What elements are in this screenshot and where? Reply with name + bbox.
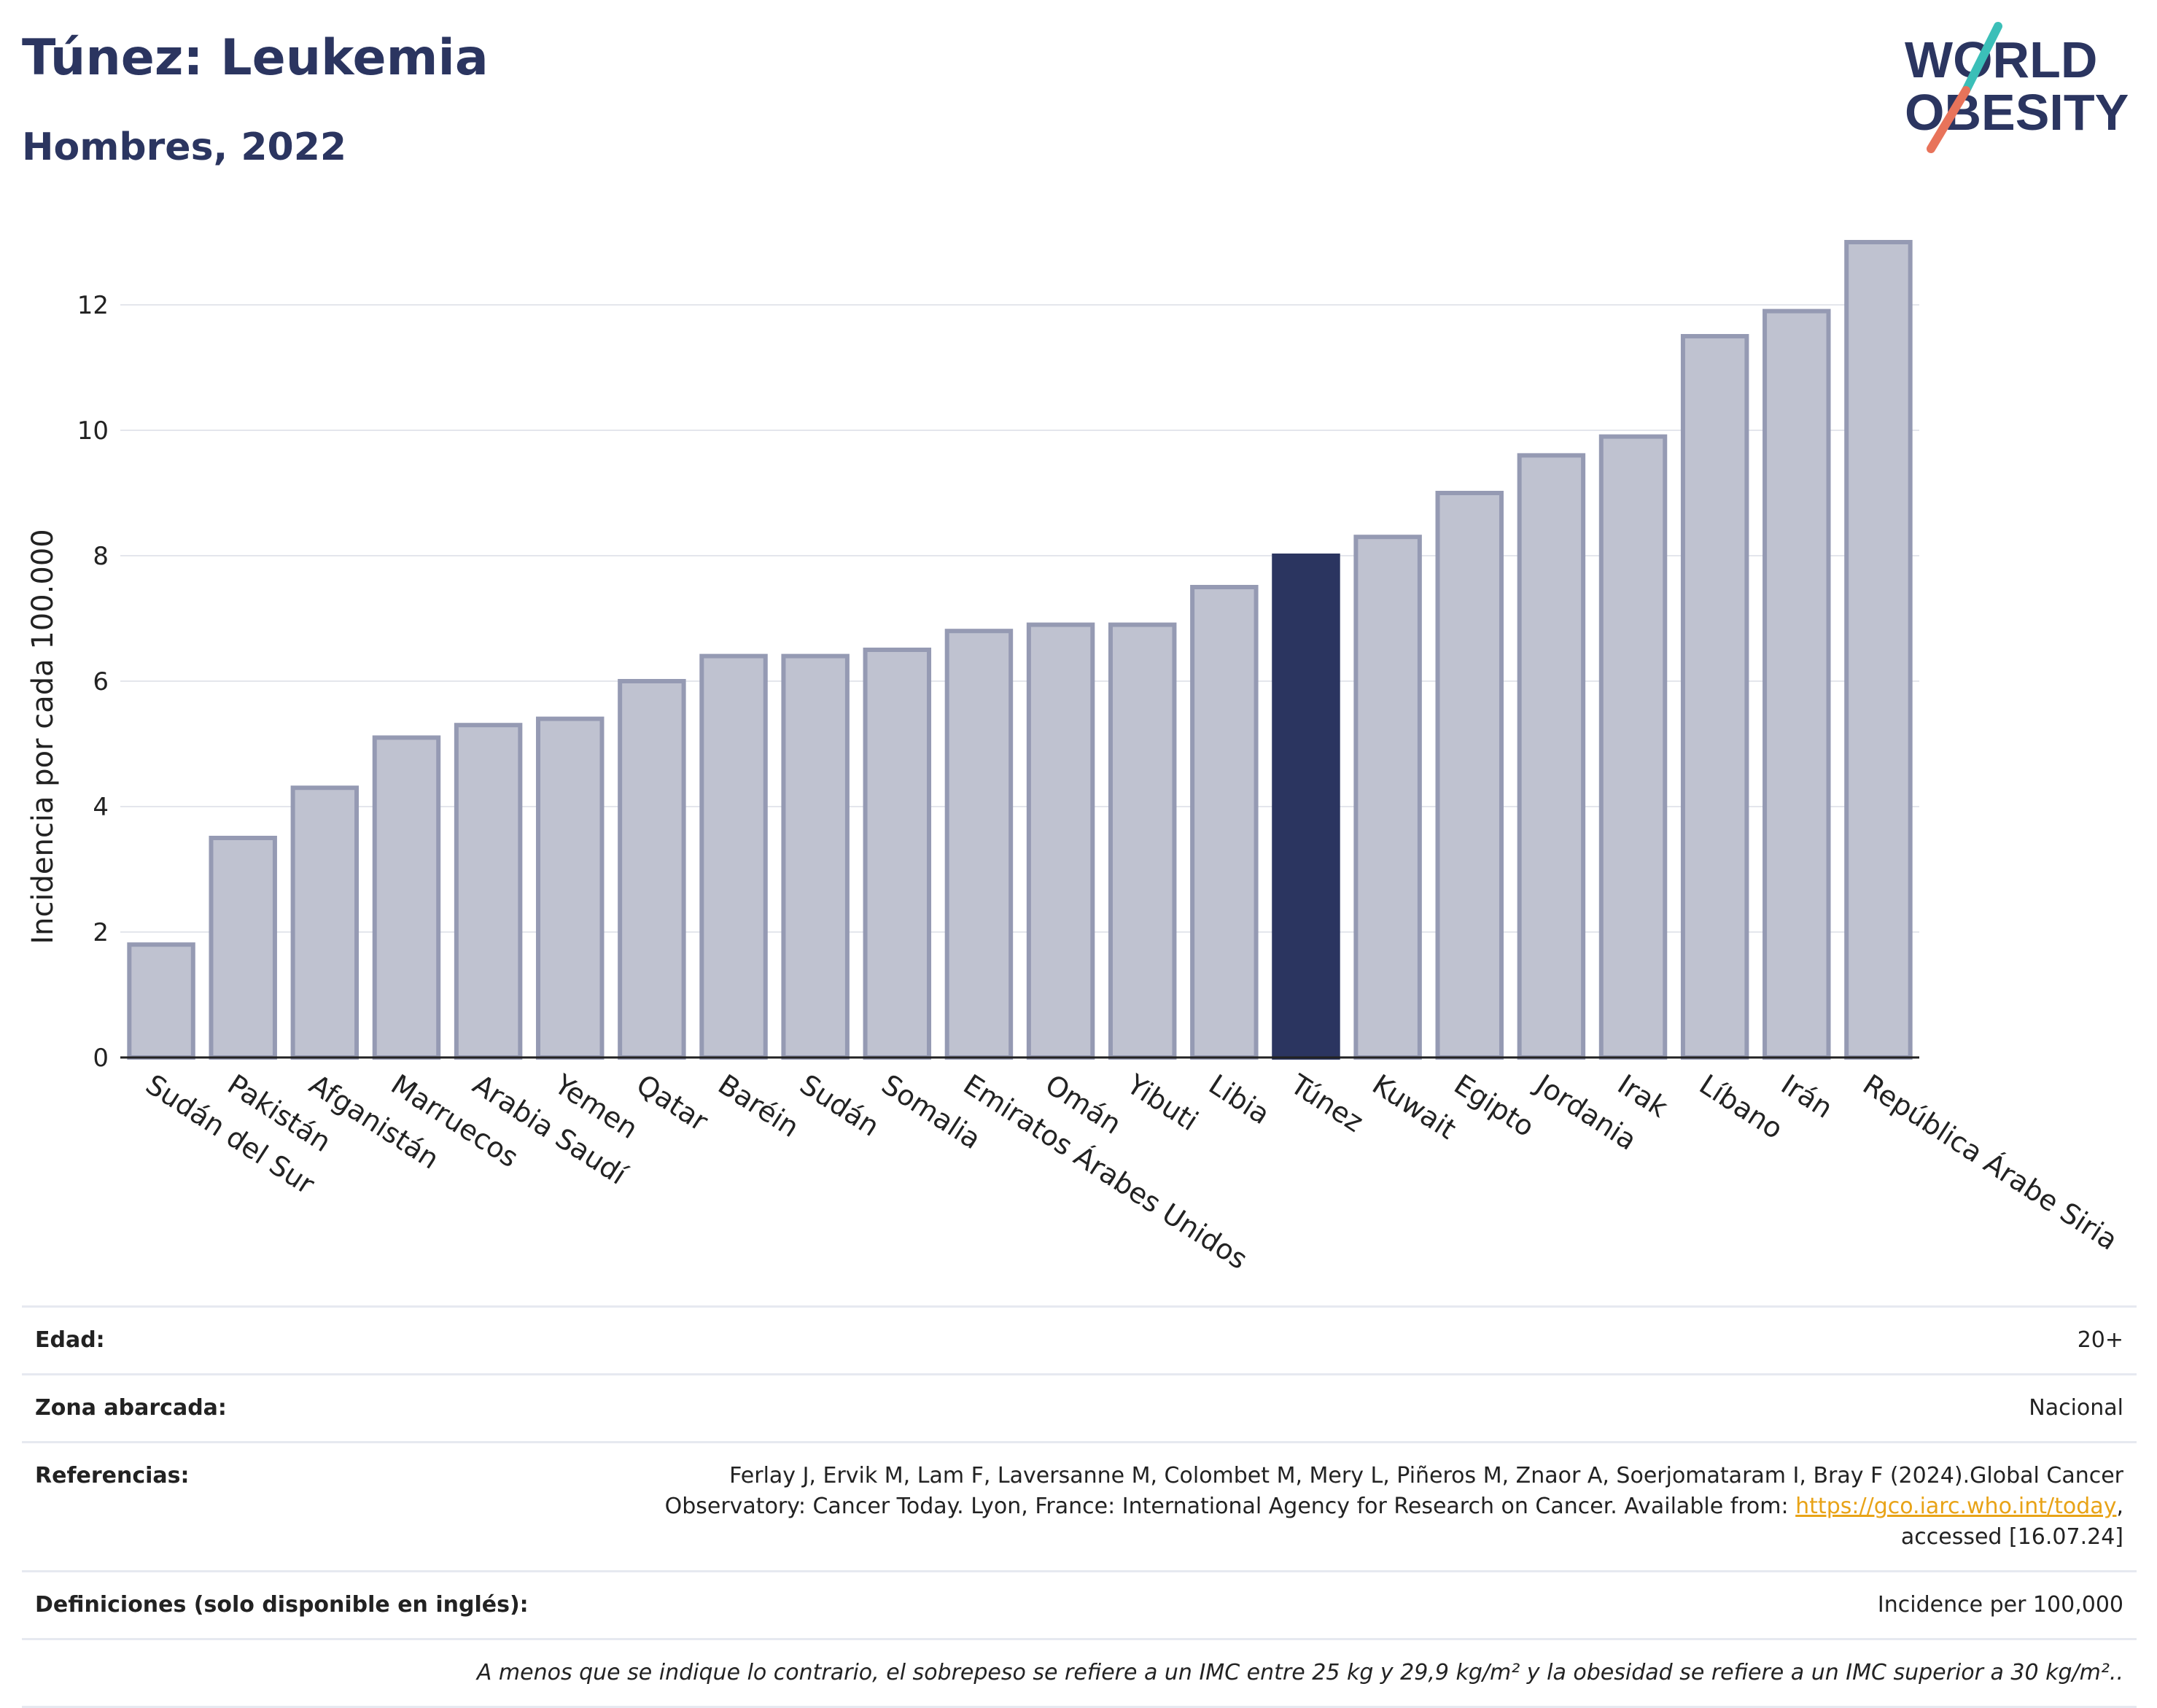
bar-17 [1517,453,1586,1060]
info-value-area: Nacional [570,1373,2137,1443]
bar-18 [1598,434,1668,1060]
y-axis-title: Incidencia por cada 100.000 [26,529,60,944]
bar-4 [454,723,523,1060]
y-tick-label: 2 [93,918,109,947]
info-key-area: Zona abarcada: [22,1373,570,1443]
bar-layer [120,240,1919,1060]
bar-3 [372,735,441,1060]
reference-line2: Observatory: Cancer Today. Lyon, France:… [664,1494,1796,1519]
info-value-definitions: Incidence per 100,000 [570,1570,2137,1640]
y-tick-label: 10 [77,416,109,446]
y-tick-label: 8 [93,542,109,571]
bar-6 [618,679,686,1060]
y-tick-label: 6 [93,667,109,696]
bar-2 [290,785,360,1060]
bar-19 [1680,334,1749,1060]
info-row-age: Edad: 20+ [22,1305,2137,1375]
x-tick-label: Egipto [1448,1068,1539,1144]
x-tick-label: Yibuti [1121,1068,1204,1137]
logo-line1: WORLD [1905,31,2097,88]
info-row-note: A menos que se indique lo contrario, el … [22,1638,2137,1708]
bar-10 [944,629,1014,1060]
info-key-definitions: Definiciones (solo disponible en inglés)… [22,1570,570,1640]
y-tick-label: 12 [77,291,109,320]
info-key-references: Referencias: [22,1441,570,1572]
bar-11 [1026,622,1095,1060]
bar-20 [1762,308,1831,1060]
info-row-definitions: Definiciones (solo disponible en inglés)… [22,1570,2137,1640]
x-tick-label: Sudán [794,1068,885,1143]
bar-7 [699,653,768,1060]
info-row-references: Referencias: Ferlay J, Ervik M, Lam F, L… [22,1441,2137,1572]
info-value-references: Ferlay J, Ervik M, Lam F, Laversanne M, … [570,1441,2137,1572]
bar-0 [127,942,195,1060]
logo-slash-coral [1927,86,1970,153]
reference-line2-end: , [2116,1494,2123,1519]
x-tick-label: Baréin [712,1068,804,1144]
info-key-age: Edad: [22,1305,570,1375]
bar-8 [781,653,850,1060]
bar-14 [1272,554,1340,1060]
y-tick-label: 4 [93,793,109,822]
world-obesity-logo: WORLD OBESITY [1905,22,2129,153]
x-tick-label: Túnez [1284,1068,1369,1138]
info-value-age: 20+ [570,1305,2137,1375]
reference-line1: Ferlay J, Ervik M, Lam F, Laversanne M, … [729,1463,2123,1488]
page-title: Túnez: Leukemia [22,29,489,87]
x-tick-label: Kuwait [1367,1068,1461,1146]
page-subtitle: Hombres, 2022 [22,125,347,169]
bar-12 [1108,622,1177,1060]
info-row-area: Zona abarcada: Nacional [22,1373,2137,1443]
bar-5 [536,716,605,1060]
x-tick-label: Líbano [1694,1068,1789,1146]
y-tick-label: 0 [93,1044,109,1073]
bar-15 [1353,535,1422,1060]
bar-9 [863,648,932,1060]
reference-link[interactable]: https://gco.iarc.who.int/today [1795,1494,2117,1519]
reference-line3: accessed [16.07.24] [1900,1524,2123,1550]
x-tick-label: República Árabe Siria [1857,1068,2123,1257]
info-table: Edad: 20+ Zona abarcada: Nacional Refere… [22,1305,2137,1708]
x-tick-label: Libia [1203,1068,1275,1131]
x-tick-label: Qatar [631,1068,714,1138]
bar-13 [1190,585,1259,1060]
bar-1 [209,836,277,1060]
bar-16 [1435,491,1504,1060]
logo-slash-teal [1962,22,2002,95]
bar-21 [1844,240,1913,1060]
footnote: A menos que se indique lo contrario, el … [22,1638,2137,1708]
